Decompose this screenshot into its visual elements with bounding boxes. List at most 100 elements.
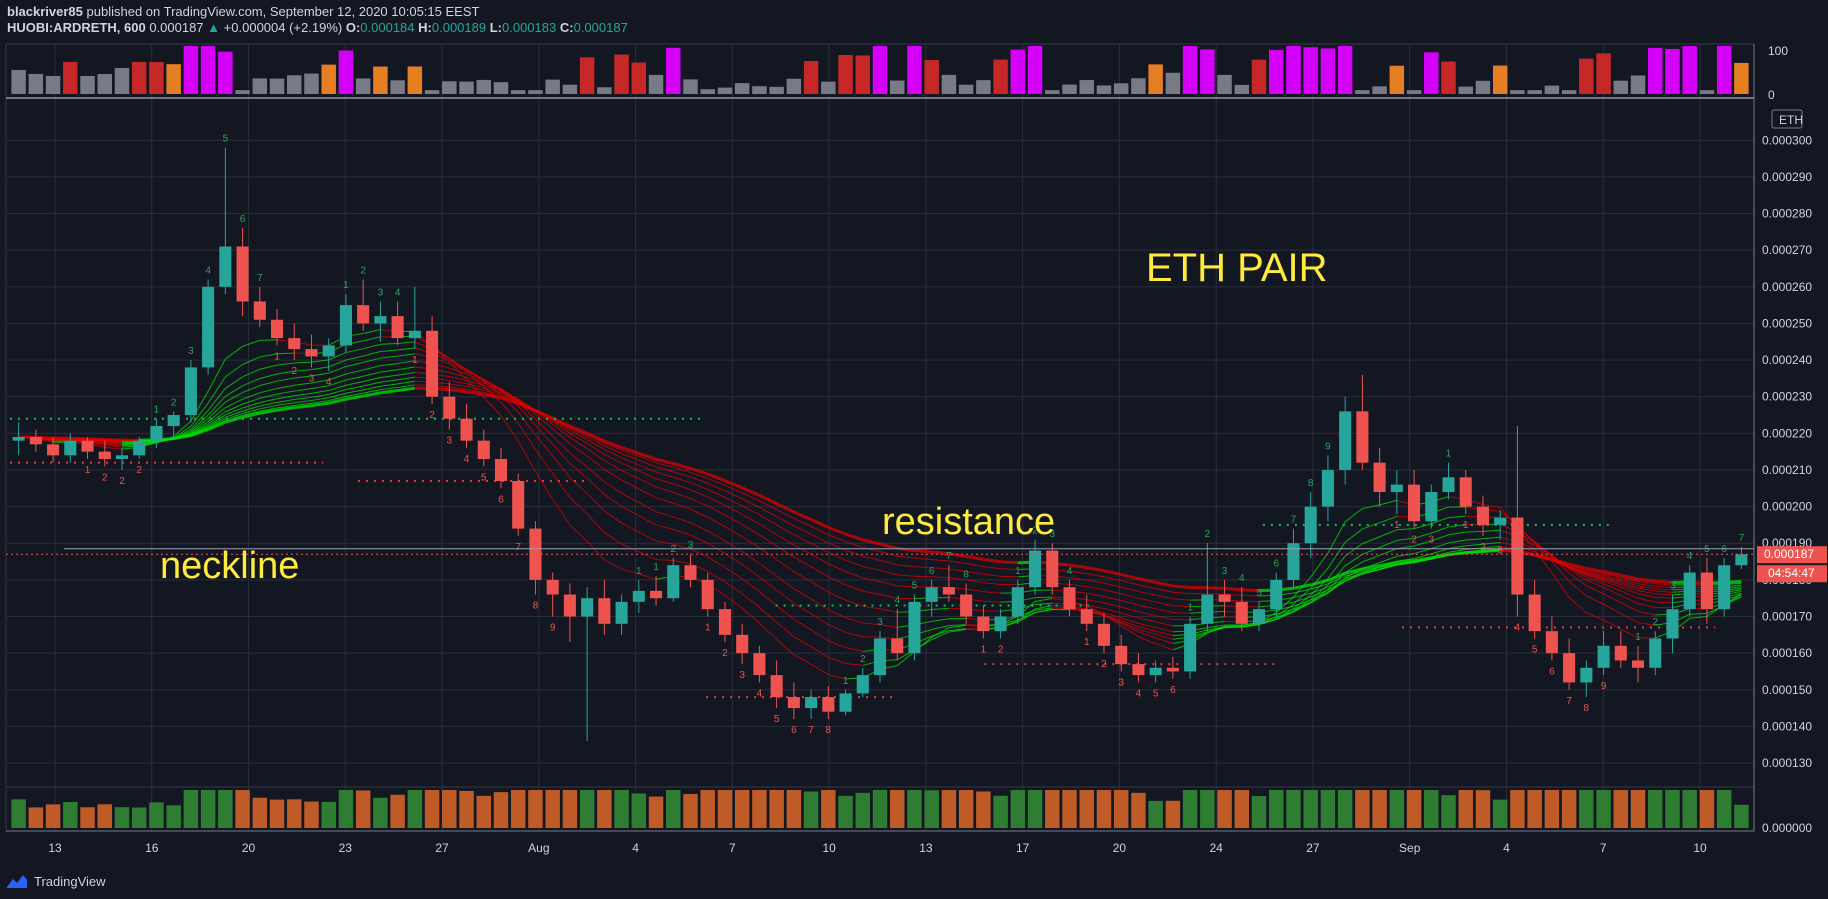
osc-bar xyxy=(424,90,440,94)
ribbon-segment xyxy=(397,380,415,385)
time-tick-label: 7 xyxy=(1600,841,1607,855)
time-tick-label: 4 xyxy=(1503,841,1510,855)
ribbon-segment xyxy=(1155,643,1174,651)
ribbon-segment xyxy=(879,569,898,576)
ribbon-segment xyxy=(931,607,949,611)
osc-bar xyxy=(786,78,802,94)
ribbon-segment xyxy=(845,662,863,666)
ribbon-segment xyxy=(276,399,295,403)
ribbon-segment xyxy=(1138,584,1156,590)
high-value: 0.000189 xyxy=(431,20,487,35)
ribbon-segment xyxy=(1138,590,1156,596)
ribbon-segment xyxy=(207,420,226,432)
ribbon-segment xyxy=(1034,607,1053,611)
ribbon-segment xyxy=(690,476,708,484)
volume-bar xyxy=(1441,795,1456,828)
ribbon-segment xyxy=(449,379,467,385)
ribbon-segment xyxy=(294,388,312,392)
seq-count-down: 1 xyxy=(412,355,418,366)
price-tick-label: 0.000150 xyxy=(1762,683,1812,697)
eth-pair-annotation[interactable]: ETH PAIR xyxy=(1146,246,1328,290)
osc-bar xyxy=(149,62,164,94)
ribbon-segment xyxy=(586,455,605,470)
ribbon-segment xyxy=(104,444,123,448)
ribbon-segment xyxy=(1482,541,1501,545)
resistance-annotation[interactable]: resistance xyxy=(882,501,1055,543)
osc-tick-100: 100 xyxy=(1768,44,1788,58)
time-axis[interactable]: 13 16 20 23 27 Aug 4 7 10 13 17 20 24 27 Sep 4 7 10 xyxy=(48,841,1707,855)
volume-bar xyxy=(1699,790,1715,828)
ribbon-segment xyxy=(759,576,777,591)
ribbon-segment xyxy=(758,494,778,505)
ribbon-segment xyxy=(810,566,829,578)
ribbon-segment xyxy=(1138,628,1156,635)
ribbon-segment xyxy=(1586,569,1604,574)
volume-bar xyxy=(1682,790,1697,828)
ribbon-segment xyxy=(1689,615,1707,619)
osc-bar xyxy=(1355,90,1370,94)
ribbon-segment xyxy=(1568,596,1587,614)
osc-bar xyxy=(528,90,543,94)
candle-body xyxy=(133,440,146,456)
ribbon-segment xyxy=(259,401,278,407)
ribbon-segment xyxy=(362,391,381,398)
ribbon-segment xyxy=(1138,577,1156,584)
currency-tag-box[interactable] xyxy=(1771,109,1803,129)
ribbon-segment xyxy=(966,562,984,567)
ribbon-segment xyxy=(862,577,881,583)
price-axis[interactable]: 0.000130 0.000140 0.000150 0.000160 0.000170… xyxy=(1762,133,1812,770)
ribbon-segment xyxy=(1586,571,1604,576)
brand-name[interactable]: TradingView xyxy=(34,873,106,889)
volume-bar xyxy=(28,807,44,828)
osc-bar xyxy=(941,74,957,94)
neckline-annotation[interactable]: neckline xyxy=(160,545,299,587)
ribbon-segment xyxy=(810,663,829,676)
ribbon-segment xyxy=(862,547,881,553)
ribbon-segment xyxy=(1655,590,1673,593)
ribbon-segment xyxy=(759,622,777,640)
ribbon-segment xyxy=(1069,563,1087,570)
ribbon-segment xyxy=(1431,553,1449,560)
seq-count-down: 5 xyxy=(1532,644,1538,655)
candle-body xyxy=(770,675,783,698)
ribbon-segment xyxy=(724,496,743,507)
osc-bar xyxy=(1630,75,1646,94)
seq-count-down: 5 xyxy=(481,472,487,483)
time-tick-label: 10 xyxy=(822,841,836,855)
osc-bar xyxy=(889,80,905,94)
ribbon-segment xyxy=(586,513,605,533)
ribbon-segment xyxy=(673,471,691,478)
ribbon-segment xyxy=(569,462,588,479)
author-name[interactable]: blackriver85 xyxy=(7,4,83,19)
ribbon-segment xyxy=(1035,602,1053,606)
ribbon-segment xyxy=(1086,579,1105,584)
ribbon-segment xyxy=(1138,622,1156,629)
ribbon-segment xyxy=(1379,563,1397,569)
volume-bar xyxy=(493,792,509,828)
ribbon-segment xyxy=(724,540,743,553)
ribbon-segment xyxy=(586,541,605,561)
seq-count-down: 2 xyxy=(291,366,297,377)
ribbon-segment xyxy=(759,506,777,518)
tradingview-logo-icon[interactable] xyxy=(6,872,28,890)
ribbon-segment xyxy=(517,412,536,436)
ribbon-segment xyxy=(569,524,588,542)
ribbon-segment xyxy=(380,389,398,395)
ribbon-segment xyxy=(1310,578,1329,587)
ribbon-segment xyxy=(690,534,708,544)
ribbon-segment xyxy=(1362,536,1380,545)
ribbon-segment xyxy=(1448,549,1466,553)
ribbon-segment xyxy=(1120,573,1139,581)
ribbon-segment xyxy=(1327,578,1346,588)
ribbon-segment xyxy=(104,442,123,446)
seq-count-up: 4 xyxy=(894,595,900,606)
ribbon-segment xyxy=(655,486,674,493)
ribbon-segment xyxy=(1379,529,1398,538)
seq-count-up: 2 xyxy=(1652,617,1658,628)
ribbon-segment xyxy=(1465,549,1484,555)
ribbon-segment xyxy=(190,402,209,427)
ribbon-segment xyxy=(810,629,829,642)
ribbon-segment xyxy=(948,568,967,572)
ribbon-segment xyxy=(1344,567,1363,575)
